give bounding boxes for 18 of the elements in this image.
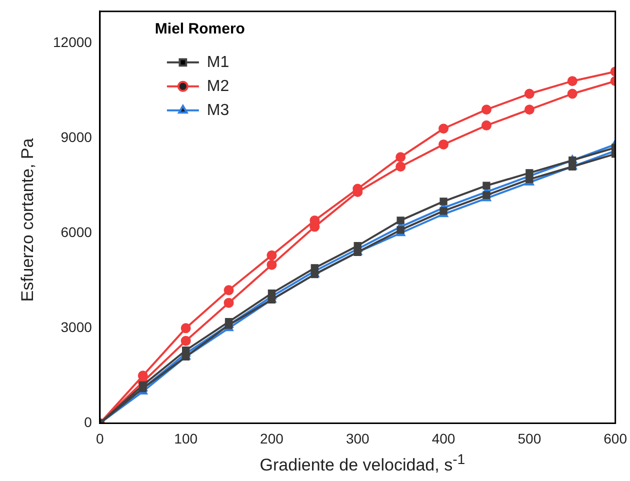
y-tick-label: 6000 (60, 224, 92, 240)
x-axis-title: Gradiente de velocidad, s$^{-1}$ (258, 452, 466, 476)
legend-label: M1 (206, 54, 230, 71)
legend-label: M2 (206, 78, 230, 95)
legend-label: M3 (206, 102, 230, 119)
x-tick-label: 600 (604, 430, 628, 446)
y-tick-label: 0 (84, 414, 92, 430)
x-tick-label: 100 (174, 430, 198, 446)
x-tick-label: 0 (96, 430, 104, 446)
y-tick-label: 3000 (60, 319, 92, 336)
y-axis-title: Esfuerzo cortante, Pa (18, 137, 38, 304)
y-tick-label: 12000 (52, 34, 92, 50)
x-tick-label: 200 (260, 430, 284, 446)
x-tick-label: 300 (346, 430, 370, 446)
x-tick-label: 400 (432, 430, 456, 446)
y-tick-label: 9000 (60, 128, 92, 145)
x-tick-label: 500 (518, 430, 542, 446)
legend-title: Miel Romero (154, 20, 245, 38)
